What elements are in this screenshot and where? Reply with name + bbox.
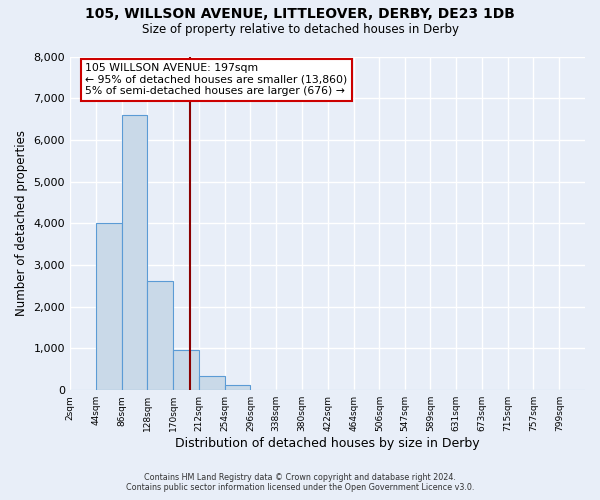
Bar [122,115,148,390]
Y-axis label: Number of detached properties: Number of detached properties [15,130,28,316]
Text: 105 WILLSON AVENUE: 197sqm
← 95% of detached houses are smaller (13,860)
5% of s: 105 WILLSON AVENUE: 197sqm ← 95% of deta… [85,63,348,96]
Text: Contains HM Land Registry data © Crown copyright and database right 2024.
Contai: Contains HM Land Registry data © Crown c… [126,473,474,492]
Bar [199,376,225,390]
Text: Size of property relative to detached houses in Derby: Size of property relative to detached ho… [142,22,458,36]
Bar [96,224,122,390]
Text: 105, WILLSON AVENUE, LITTLEOVER, DERBY, DE23 1DB: 105, WILLSON AVENUE, LITTLEOVER, DERBY, … [85,8,515,22]
X-axis label: Distribution of detached houses by size in Derby: Distribution of detached houses by size … [175,437,480,450]
Bar [148,281,173,390]
Bar [173,350,199,390]
Bar [225,385,250,390]
